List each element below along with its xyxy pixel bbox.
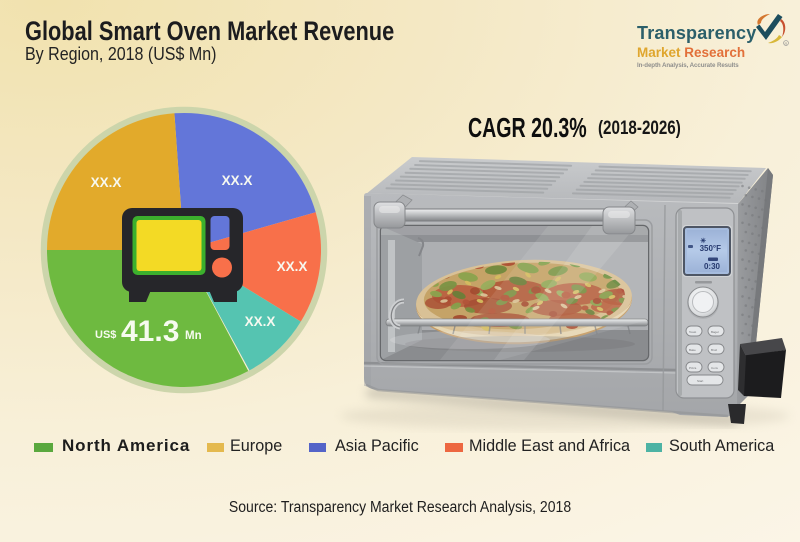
svg-text:0:30: 0:30 — [704, 262, 721, 271]
svg-text:Pizza: Pizza — [689, 366, 697, 370]
svg-text:350°F: 350°F — [700, 244, 722, 253]
svg-text:☀: ☀ — [700, 237, 706, 245]
svg-text:XX.X: XX.X — [91, 175, 122, 190]
svg-text:Conv: Conv — [711, 366, 719, 370]
svg-text:Start: Start — [697, 379, 704, 383]
svg-text:XX.X: XX.X — [245, 314, 276, 329]
svg-text:Bake: Bake — [689, 348, 696, 352]
svg-text:41.3: 41.3 — [121, 315, 179, 348]
svg-text:Broil: Broil — [711, 348, 717, 352]
svg-text:Bagel: Bagel — [711, 330, 719, 334]
svg-text:XX.X: XX.X — [222, 173, 253, 188]
svg-text:Mn: Mn — [185, 330, 202, 342]
svg-text:XX.X: XX.X — [277, 259, 308, 274]
svg-text:Toast: Toast — [689, 330, 696, 334]
svg-text:US$: US$ — [95, 329, 116, 341]
svg-text:R: R — [785, 41, 788, 46]
